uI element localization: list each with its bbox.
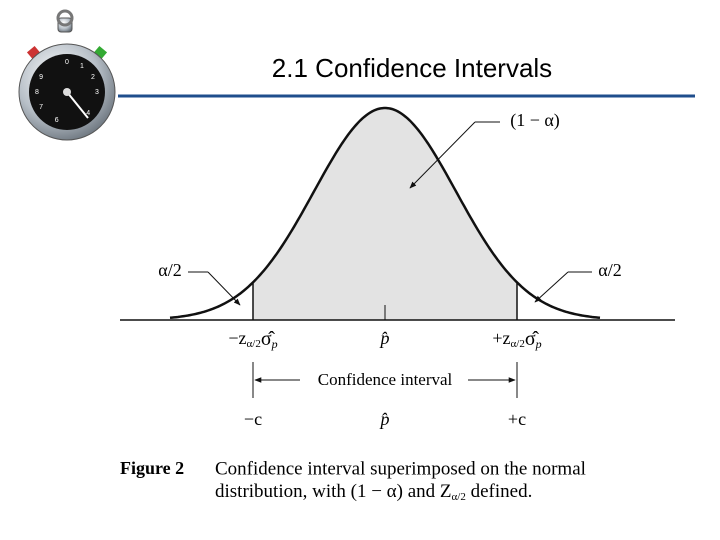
left-tail-label: α/2 — [158, 260, 181, 280]
arrow — [207, 271, 241, 306]
clock-number: 1 — [80, 63, 84, 70]
clock-number: 4 — [86, 110, 90, 117]
caption-line: distribution, with (1 − α) and Zα/2 defi… — [215, 481, 532, 502]
lower-limit-label: −zα/2σ̂p — [228, 328, 277, 351]
center-label: p̂ — [379, 328, 390, 348]
interval-label: Confidence interval — [318, 370, 453, 389]
clock-number: 8 — [35, 89, 39, 96]
lower-c: −c — [244, 409, 262, 429]
clock-number: 0 — [65, 59, 69, 66]
figure-number: Figure 2 — [120, 458, 184, 478]
stopwatch-icon — [18, 9, 116, 141]
curve-line — [169, 106, 601, 320]
shaded-area — [253, 108, 517, 320]
center-area-label: (1 − α) — [510, 110, 560, 131]
caption-line: Confidence interval superimposed on the … — [215, 458, 586, 479]
center-label: p̂ — [379, 409, 390, 429]
clock-number: 7 — [39, 104, 43, 111]
slide-title: 2.1 Confidence Intervals — [272, 53, 552, 83]
clock-number: 6 — [55, 117, 59, 124]
clock-number: 3 — [95, 89, 99, 96]
normal-curve — [120, 106, 675, 321]
clock-number: 2 — [91, 74, 95, 81]
arrow — [409, 121, 476, 189]
arrow — [534, 271, 569, 303]
upper-limit-label: +zα/2σ̂p — [492, 328, 541, 351]
upper-c: +c — [508, 409, 526, 429]
right-tail-label: α/2 — [598, 260, 621, 280]
clock-number: 9 — [39, 74, 43, 81]
